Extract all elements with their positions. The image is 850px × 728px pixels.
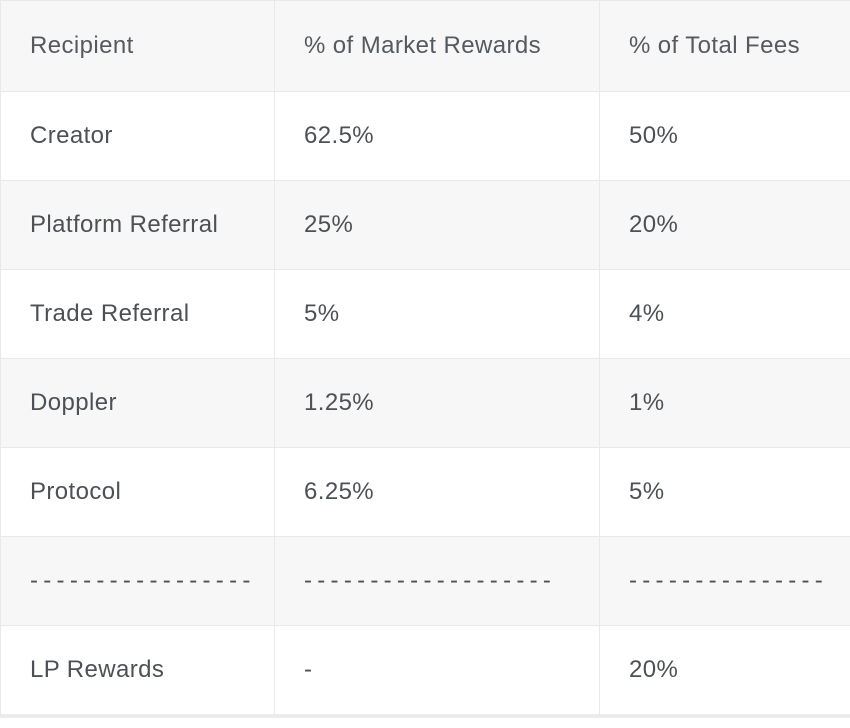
cell-divider-dashes: --------------- [599, 536, 850, 626]
cell-recipient: Doppler [0, 358, 275, 448]
cell-recipient: Trade Referral [0, 269, 275, 359]
cell-market-rewards: 5% [274, 269, 600, 359]
cell-market-rewards: 1.25% [274, 358, 600, 448]
cell-recipient: Platform Referral [0, 180, 275, 270]
table-header-row: Recipient % of Market Rewards % of Total… [0, 0, 850, 92]
table-row-doppler: Doppler 1.25% 1% [0, 358, 850, 448]
cell-market-rewards: 6.25% [274, 447, 600, 537]
cell-total-fees: 1% [599, 358, 850, 448]
cell-recipient: Protocol [0, 447, 275, 537]
table-row-protocol: Protocol 6.25% 5% [0, 447, 850, 537]
column-header-total-fees: % of Total Fees [599, 0, 850, 92]
table-row-divider: ----------------- ------------------- --… [0, 536, 850, 626]
cell-recipient: Creator [0, 91, 275, 181]
cell-total-fees: 20% [599, 625, 850, 717]
cell-total-fees: 20% [599, 180, 850, 270]
cell-total-fees: 50% [599, 91, 850, 181]
cell-market-rewards: 25% [274, 180, 600, 270]
column-header-market-rewards: % of Market Rewards [274, 0, 600, 92]
cell-total-fees: 4% [599, 269, 850, 359]
cell-recipient: LP Rewards [0, 625, 275, 717]
cell-market-rewards: - [274, 625, 600, 717]
table-row-trade-referral: Trade Referral 5% 4% [0, 269, 850, 359]
cell-divider-dashes: ----------------- [0, 536, 275, 626]
table-row-platform-referral: Platform Referral 25% 20% [0, 180, 850, 270]
table-row-lp-rewards: LP Rewards - 20% [0, 625, 850, 717]
table-row-creator: Creator 62.5% 50% [0, 91, 850, 181]
cell-divider-dashes: ------------------- [274, 536, 600, 626]
column-header-recipient: Recipient [0, 0, 275, 92]
cell-total-fees: 5% [599, 447, 850, 537]
cell-market-rewards: 62.5% [274, 91, 600, 181]
